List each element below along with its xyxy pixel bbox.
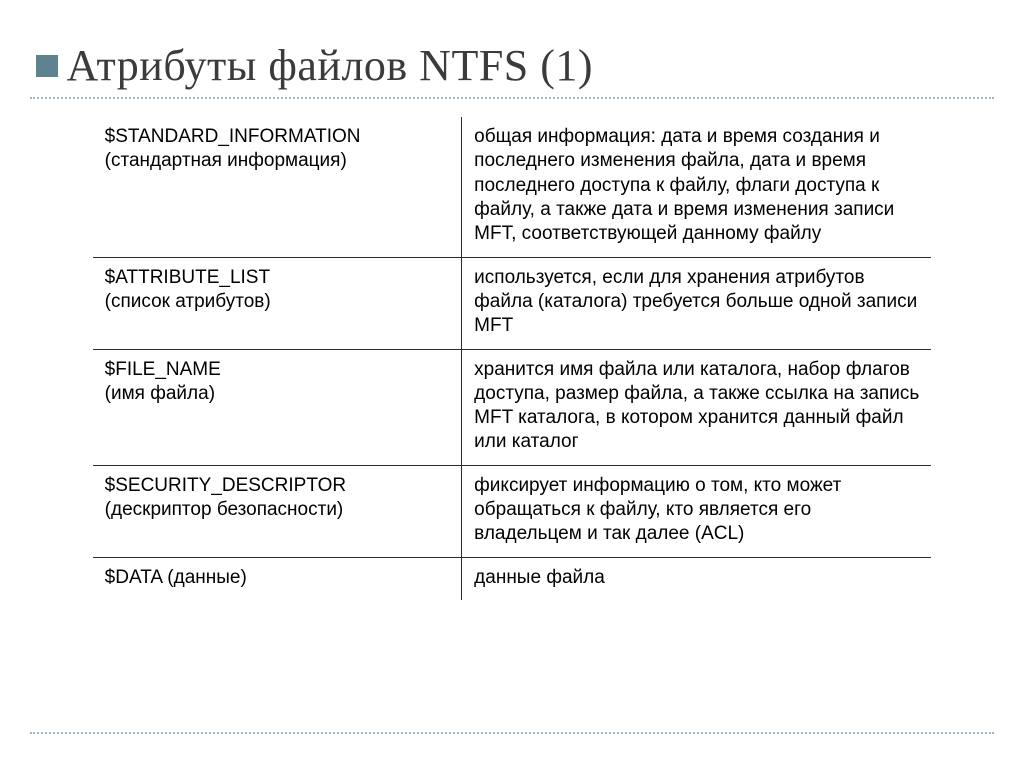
- attr-cell: $SECURITY_DESCRIPTOR (дескриптор безопас…: [93, 465, 462, 557]
- attr-cell: $DATA (данные): [93, 557, 462, 600]
- table-row: $FILE_NAME (имя файла) хранится имя файл…: [93, 349, 932, 465]
- attr-sub: (имя файла): [105, 382, 450, 406]
- attr-desc: общая информация: дата и время создания …: [462, 117, 932, 257]
- attr-sub: (список атрибутов): [105, 290, 450, 314]
- slide: Атрибуты файлов NTFS (1) $STANDARD_INFOR…: [0, 0, 1024, 768]
- title-block: Атрибуты файлов NTFS (1): [30, 40, 994, 91]
- attr-desc: используется, если для хранения атрибуто…: [462, 257, 932, 349]
- attributes-table: $STANDARD_INFORMATION (стандартная инфор…: [93, 117, 932, 600]
- slide-title: Атрибуты файлов NTFS (1): [66, 41, 593, 90]
- bottom-rule: [30, 732, 994, 734]
- attr-cell: $STANDARD_INFORMATION (стандартная инфор…: [93, 117, 462, 257]
- attr-desc: хранится имя файла или каталога, набор ф…: [462, 349, 932, 465]
- table-row: $SECURITY_DESCRIPTOR (дескриптор безопас…: [93, 465, 932, 557]
- table-row: $STANDARD_INFORMATION (стандартная инфор…: [93, 117, 932, 257]
- title-rule: [30, 97, 994, 99]
- attr-desc: данные файла: [462, 557, 932, 600]
- attr-cell: $FILE_NAME (имя файла): [93, 349, 462, 465]
- accent-square-icon: [36, 55, 58, 77]
- attr-sub: (стандартная информация): [105, 149, 450, 173]
- attr-name: $SECURITY_DESCRIPTOR: [105, 474, 450, 498]
- attr-cell: $ATTRIBUTE_LIST (список атрибутов): [93, 257, 462, 349]
- table-row: $ATTRIBUTE_LIST (список атрибутов) испол…: [93, 257, 932, 349]
- attr-sub: (дескриптор безопасности): [105, 498, 450, 522]
- table-row: $DATA (данные) данные файла: [93, 557, 932, 600]
- attr-desc: фиксирует информацию о том, кто может об…: [462, 465, 932, 557]
- attr-name: $ATTRIBUTE_LIST: [105, 266, 450, 290]
- attr-name: $DATA (данные): [105, 566, 450, 590]
- attr-name: $STANDARD_INFORMATION: [105, 125, 450, 149]
- attr-name: $FILE_NAME: [105, 358, 450, 382]
